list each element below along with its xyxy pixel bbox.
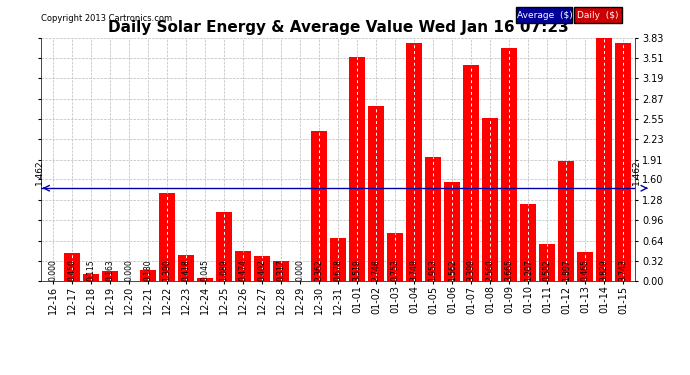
Bar: [615, 43, 631, 281]
Bar: [558, 160, 574, 281]
Text: 0.465: 0.465: [581, 259, 590, 280]
Bar: [387, 233, 403, 281]
Text: 1.089: 1.089: [219, 259, 228, 280]
Bar: [102, 271, 118, 281]
Bar: [596, 38, 613, 281]
Text: 0.045: 0.045: [201, 259, 210, 280]
Text: Daily  ($): Daily ($): [578, 10, 619, 20]
FancyBboxPatch shape: [574, 7, 622, 23]
Bar: [254, 256, 270, 281]
Text: 1.897: 1.897: [562, 259, 571, 280]
Text: 3.665: 3.665: [505, 259, 514, 280]
Bar: [444, 182, 460, 281]
Bar: [140, 270, 156, 281]
Bar: [406, 43, 422, 281]
Text: 3.399: 3.399: [466, 259, 475, 280]
Text: 1.207: 1.207: [524, 259, 533, 280]
Bar: [197, 278, 213, 281]
Text: 3.749: 3.749: [410, 259, 419, 280]
Text: 0.180: 0.180: [144, 259, 152, 280]
Bar: [578, 252, 593, 281]
Text: 1.462: 1.462: [35, 159, 44, 185]
Text: Copyright 2013 Cartronics.com: Copyright 2013 Cartronics.com: [41, 14, 172, 23]
Bar: [273, 261, 289, 281]
Title: Daily Solar Energy & Average Value Wed Jan 16 07:23: Daily Solar Energy & Average Value Wed J…: [108, 20, 569, 35]
Bar: [501, 48, 518, 281]
Text: 0.450: 0.450: [68, 259, 77, 280]
Text: 0.678: 0.678: [333, 259, 343, 280]
Text: 0.474: 0.474: [239, 259, 248, 280]
Text: 0.418: 0.418: [181, 259, 190, 280]
Text: 3.829: 3.829: [600, 259, 609, 280]
Text: Average  ($): Average ($): [517, 10, 573, 20]
Bar: [216, 212, 232, 281]
Bar: [178, 255, 194, 281]
Bar: [63, 253, 80, 281]
Text: 1.562: 1.562: [448, 259, 457, 280]
Text: 0.000: 0.000: [295, 259, 304, 280]
Text: 3.743: 3.743: [619, 259, 628, 280]
Text: 2.560: 2.560: [486, 259, 495, 280]
Text: 0.317: 0.317: [277, 259, 286, 280]
Text: 0.753: 0.753: [391, 259, 400, 280]
Text: 1.953: 1.953: [428, 259, 437, 280]
FancyBboxPatch shape: [516, 7, 573, 23]
Bar: [520, 204, 536, 281]
Text: 2.748: 2.748: [372, 259, 381, 280]
Bar: [159, 193, 175, 281]
Text: 1.462: 1.462: [632, 159, 641, 185]
Text: 0.000: 0.000: [48, 259, 57, 280]
Text: 1.390: 1.390: [162, 259, 171, 280]
Bar: [463, 65, 480, 281]
Bar: [482, 118, 498, 281]
Bar: [539, 244, 555, 281]
Text: 0.115: 0.115: [86, 259, 95, 280]
Text: 0.000: 0.000: [124, 259, 133, 280]
Text: 0.402: 0.402: [257, 259, 266, 280]
Bar: [311, 131, 327, 281]
Text: 0.163: 0.163: [106, 259, 115, 280]
Bar: [330, 238, 346, 281]
Bar: [368, 106, 384, 281]
Bar: [349, 57, 365, 281]
Text: 2.362: 2.362: [315, 259, 324, 280]
Bar: [425, 157, 442, 281]
Bar: [83, 274, 99, 281]
Text: 3.519: 3.519: [353, 259, 362, 280]
Text: 0.582: 0.582: [543, 259, 552, 280]
Bar: [235, 251, 251, 281]
